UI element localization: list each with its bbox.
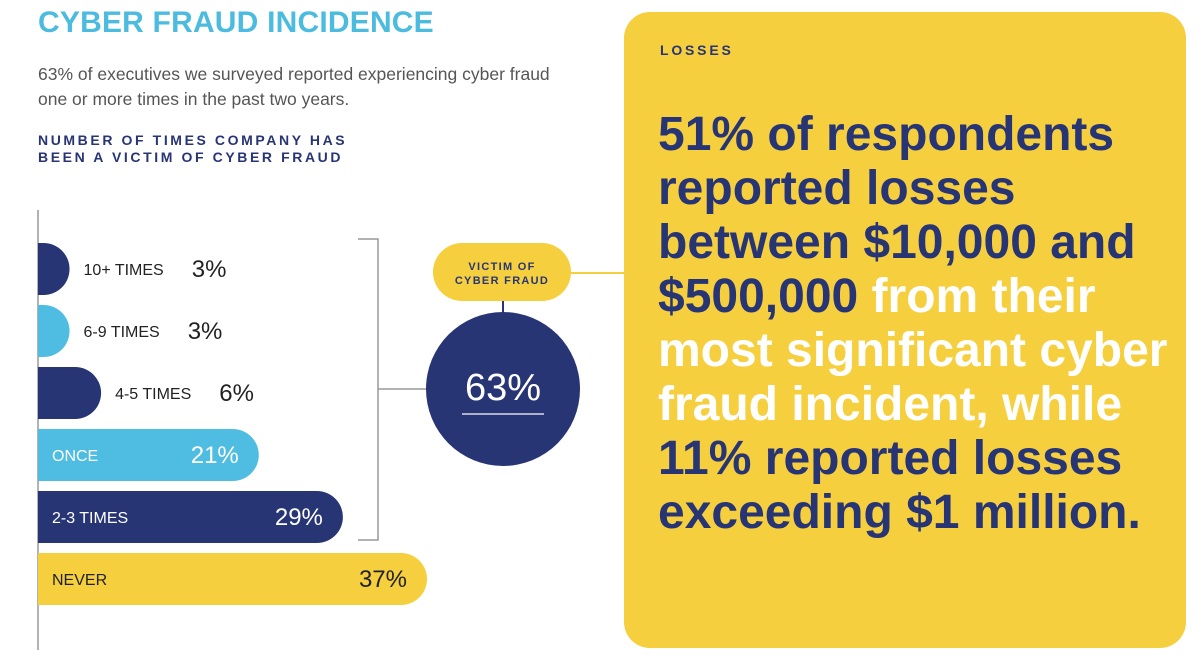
bar-category-label-1: 6-9 TIMES [84,324,160,341]
losses-statement: 51% of respondents reported losses betwe… [658,108,1178,540]
page-subtitle: 63% of executives we surveyed reported e… [38,64,550,109]
chart-title: NUMBER OF TIMES COMPANY HAS BEEN A VICTI… [38,132,348,165]
bar-2 [38,367,102,419]
losses-segment-1: 51% of respondents reported losses betwe… [658,108,1136,323]
bar-value-label-3: 21% [191,442,239,469]
bar-category-label-0: 10+ TIMES [84,262,164,279]
bar-value-label-4: 29% [275,504,323,531]
losses-segment-2: from their most significant cyber fraud … [658,270,1168,431]
victim-circle [426,312,580,466]
victim-pill-label-line-1: VICTIM OF [468,261,535,273]
victim-circle-value: 63% [465,367,541,409]
losses-segment-3: 11% reported losses exceeding $1 million… [658,432,1141,539]
bar-category-label-4: 2-3 TIMES [52,510,128,527]
victim-pill-label-line-2: CYBER FRAUD [455,275,549,287]
bar-3 [38,429,259,481]
bar-category-label-2: 4-5 TIMES [115,386,191,403]
bar-value-label-0: 3% [192,256,227,283]
bar-4 [38,491,343,543]
bar-category-label-3: ONCE [52,448,98,465]
bar-1 [38,305,70,357]
group-bracket [358,238,379,541]
victim-pill [433,243,571,301]
losses-label: LOSSES [660,42,734,58]
bar-value-label-1: 3% [188,318,223,345]
bar-0 [38,243,70,295]
bar-5 [38,553,427,605]
losses-card: LOSSES 51% of respondents reported losse… [624,12,1186,648]
fraud-frequency-chart: 10+ TIMES 3% 6-9 TIMES 3% 4-5 TIMES 6% ONCE 21%… [37,210,624,650]
bar-category-label-5: NEVER [52,572,107,589]
bar-value-label-2: 6% [219,380,254,407]
page-title: CYBER FRAUD INCIDENCE [38,6,434,39]
bar-value-label-5: 37% [359,566,407,593]
